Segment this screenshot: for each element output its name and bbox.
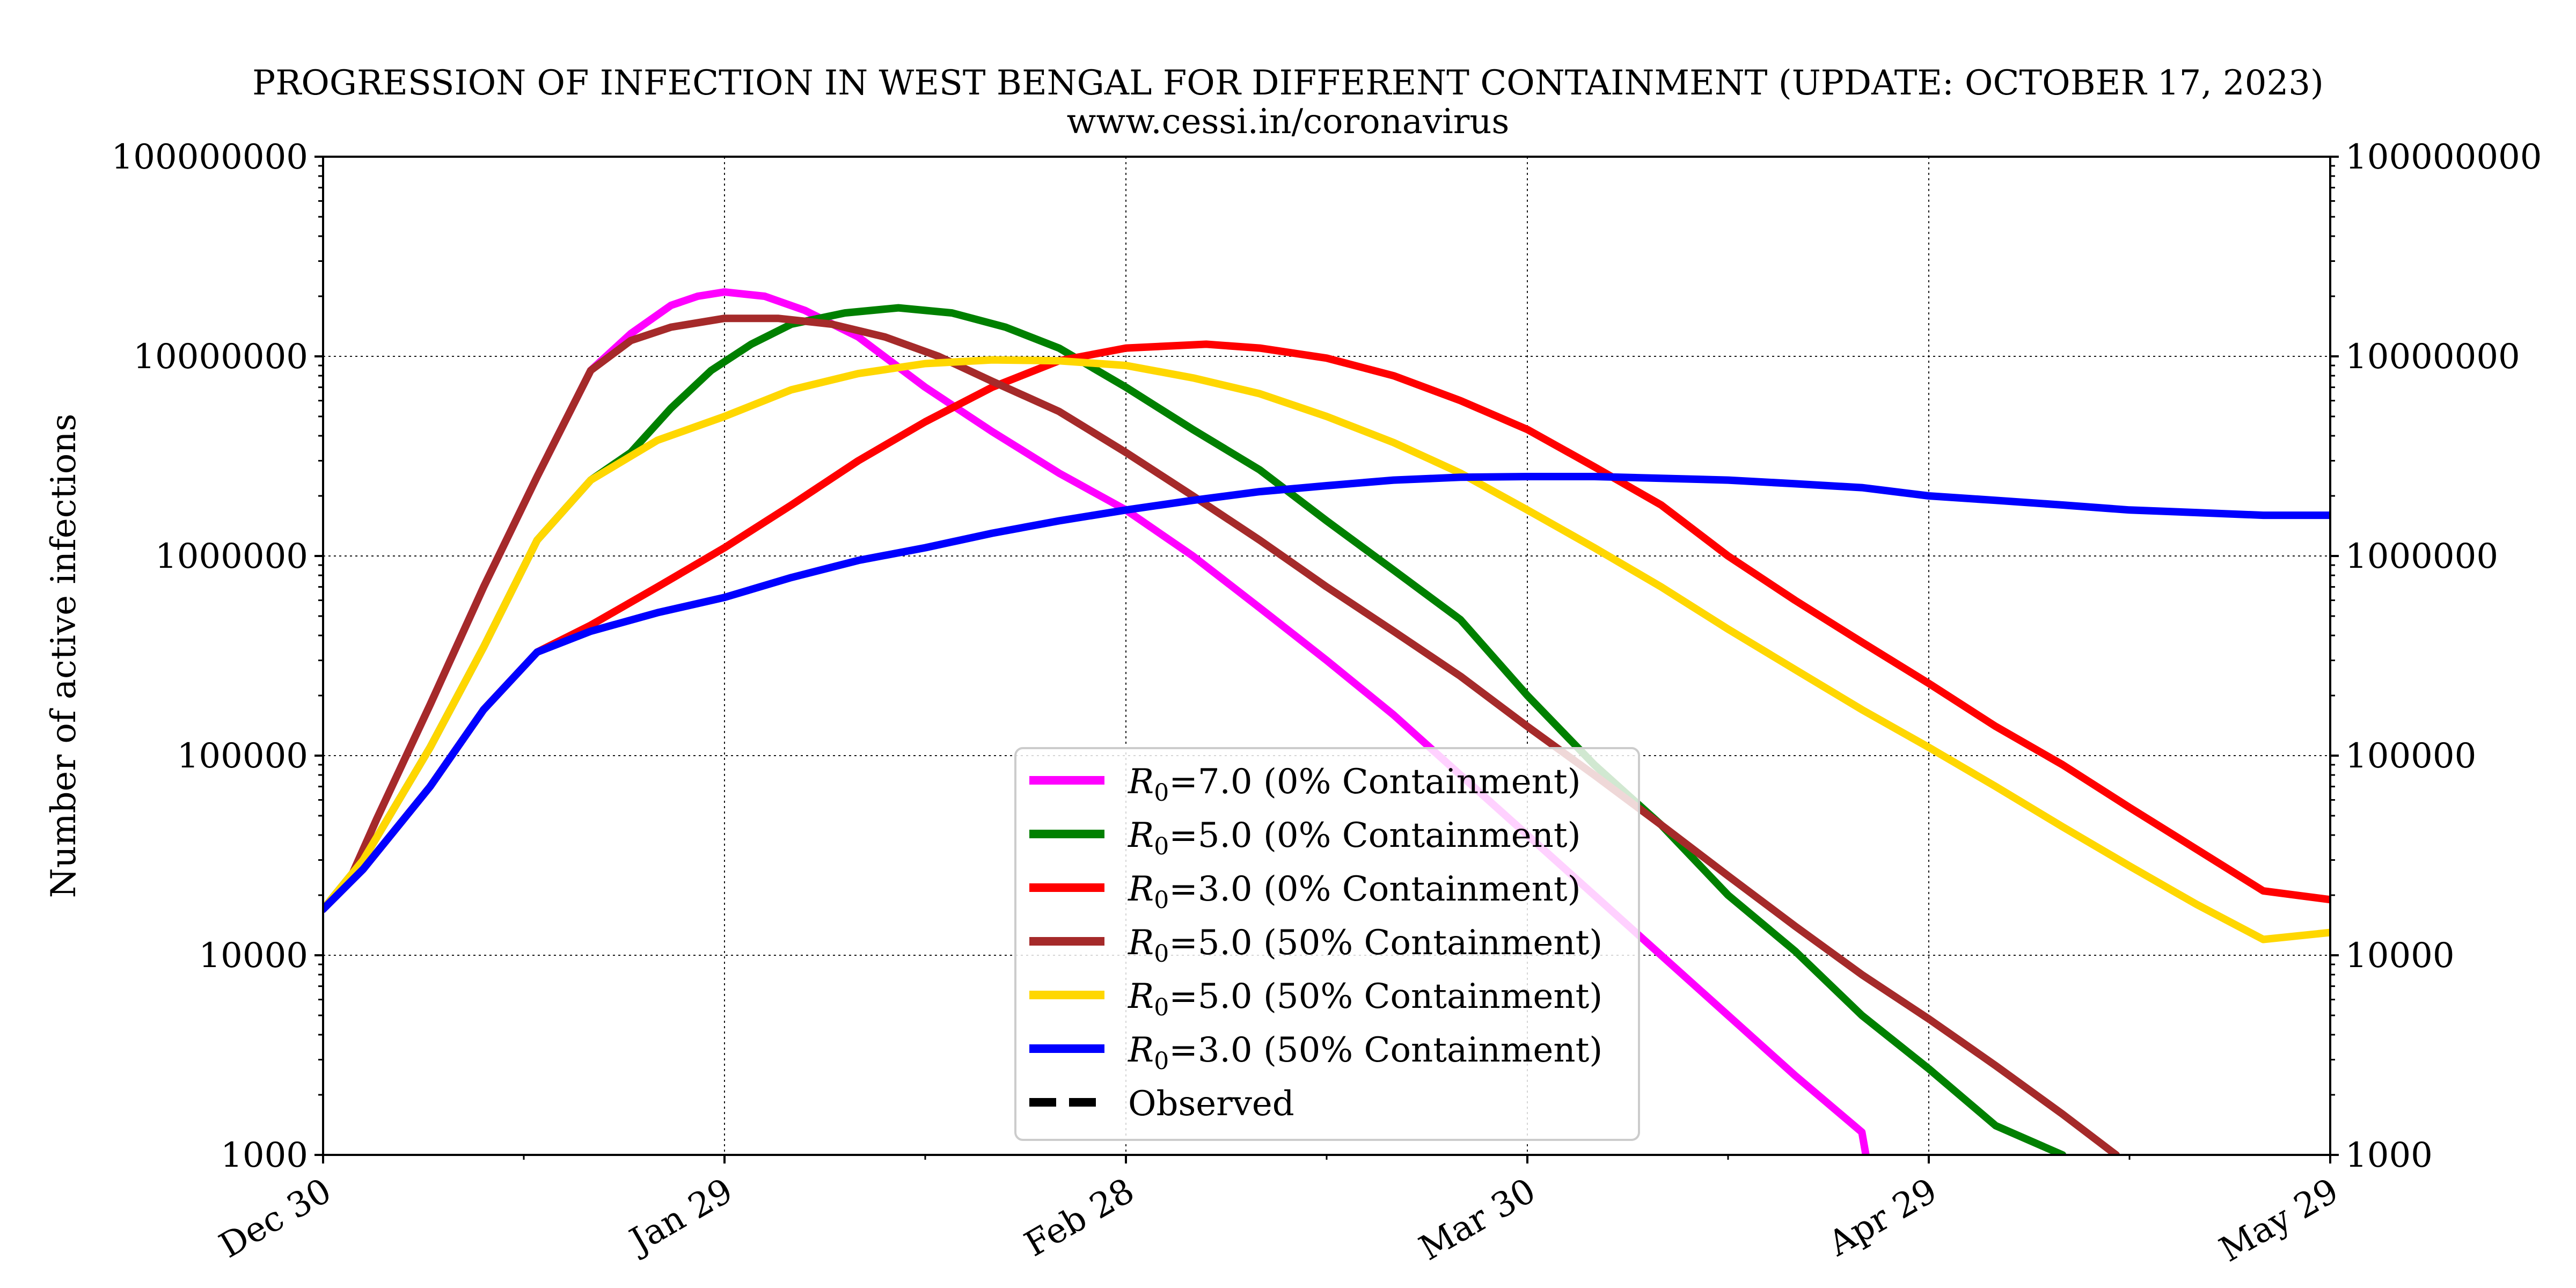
chart-title: PROGRESSION OF INFECTION IN WEST BENGAL … <box>252 63 2324 103</box>
y-tick-label-right: 10000 <box>2345 936 2455 976</box>
y-tick-label-right: 10000000 <box>2345 337 2520 377</box>
legend: R0=7.0 (0% Containment) R0=5.0 (0% Contai… <box>1014 747 1640 1141</box>
series-line-3 <box>323 340 2330 913</box>
y-tick-label: 1000 <box>221 1136 308 1175</box>
y-tick-label: 100000000 <box>112 137 308 177</box>
legend-label-3: R0=3.0 (0% Containment) <box>1128 869 1581 914</box>
y-tick-label: 100000 <box>177 736 308 776</box>
series-line-6 <box>323 473 2330 913</box>
x-tick-label: Jan 29 <box>621 1171 740 1262</box>
legend-box <box>1014 747 1640 1141</box>
y-axis-label: Number of active infections <box>44 414 84 898</box>
y-tick-label: 10000000 <box>133 337 308 377</box>
x-tick-label: Apr 29 <box>1821 1171 1944 1264</box>
y-tick-label-right: 100000000 <box>2345 137 2542 177</box>
legend-label-2: R0=5.0 (0% Containment) <box>1128 816 1581 860</box>
legend-label-6: R0=3.0 (50% Containment) <box>1128 1030 1602 1075</box>
y-tick-label-right: 1000 <box>2345 1136 2433 1175</box>
x-tick-label: Feb 28 <box>1018 1171 1141 1265</box>
legend-label-4: R0=5.0 (50% Containment) <box>1128 923 1602 968</box>
x-tick-label: Dec 30 <box>213 1171 338 1266</box>
legend-label-7: Observed <box>1128 1084 1294 1124</box>
y-tick-label-right: 1000000 <box>2345 537 2498 576</box>
series-line-5 <box>323 356 2330 943</box>
x-tick-label: Mar 30 <box>1413 1171 1542 1269</box>
chart-subtitle: www.cessi.in/coronavirus <box>1067 102 1510 142</box>
y-tick-label-right: 100000 <box>2345 736 2476 776</box>
y-tick-label: 1000000 <box>155 537 308 576</box>
x-tick-label: May 29 <box>2213 1171 2345 1270</box>
legend-label-1: R0=7.0 (0% Containment) <box>1128 762 1581 807</box>
series-line-4 <box>323 314 2120 1155</box>
series-layer <box>323 288 2330 1155</box>
y-tick-label: 10000 <box>199 936 308 976</box>
legend-label-5: R0=5.0 (50% Containment) <box>1128 977 1602 1021</box>
